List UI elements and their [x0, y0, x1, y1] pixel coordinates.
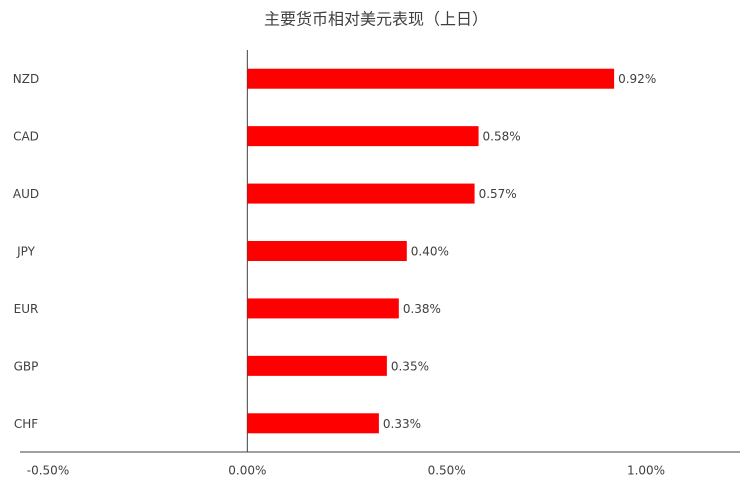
value-label: 0.38%	[403, 302, 441, 316]
value-label: 0.57%	[479, 187, 517, 201]
bar	[247, 68, 615, 89]
y-tick-label: EUR	[14, 302, 39, 316]
x-tick-label: 0.50%	[428, 464, 466, 478]
bar	[247, 126, 479, 147]
bar	[247, 355, 387, 376]
x-tick-label: 0.00%	[228, 464, 266, 478]
y-tick-label: CHF	[14, 417, 38, 431]
y-tick-label: GBP	[14, 359, 39, 373]
y-tick-label: CAD	[13, 130, 39, 144]
value-label: 0.92%	[618, 72, 656, 86]
y-tick-label: JPY	[16, 245, 36, 259]
x-tick-label: -0.50%	[27, 464, 69, 478]
value-label: 0.58%	[483, 130, 521, 144]
y-tick-label: AUD	[13, 187, 39, 201]
chart-title: 主要货币相对美元表现（上日）	[264, 10, 488, 29]
value-label: 0.33%	[383, 417, 421, 431]
y-tick-label: NZD	[13, 72, 39, 86]
bar	[247, 241, 407, 261]
value-label: 0.35%	[391, 359, 429, 373]
bar	[247, 183, 475, 204]
x-tick-label: 1.00%	[627, 464, 665, 478]
bar	[247, 413, 379, 434]
value-label: 0.40%	[411, 245, 449, 259]
bar	[247, 298, 399, 319]
